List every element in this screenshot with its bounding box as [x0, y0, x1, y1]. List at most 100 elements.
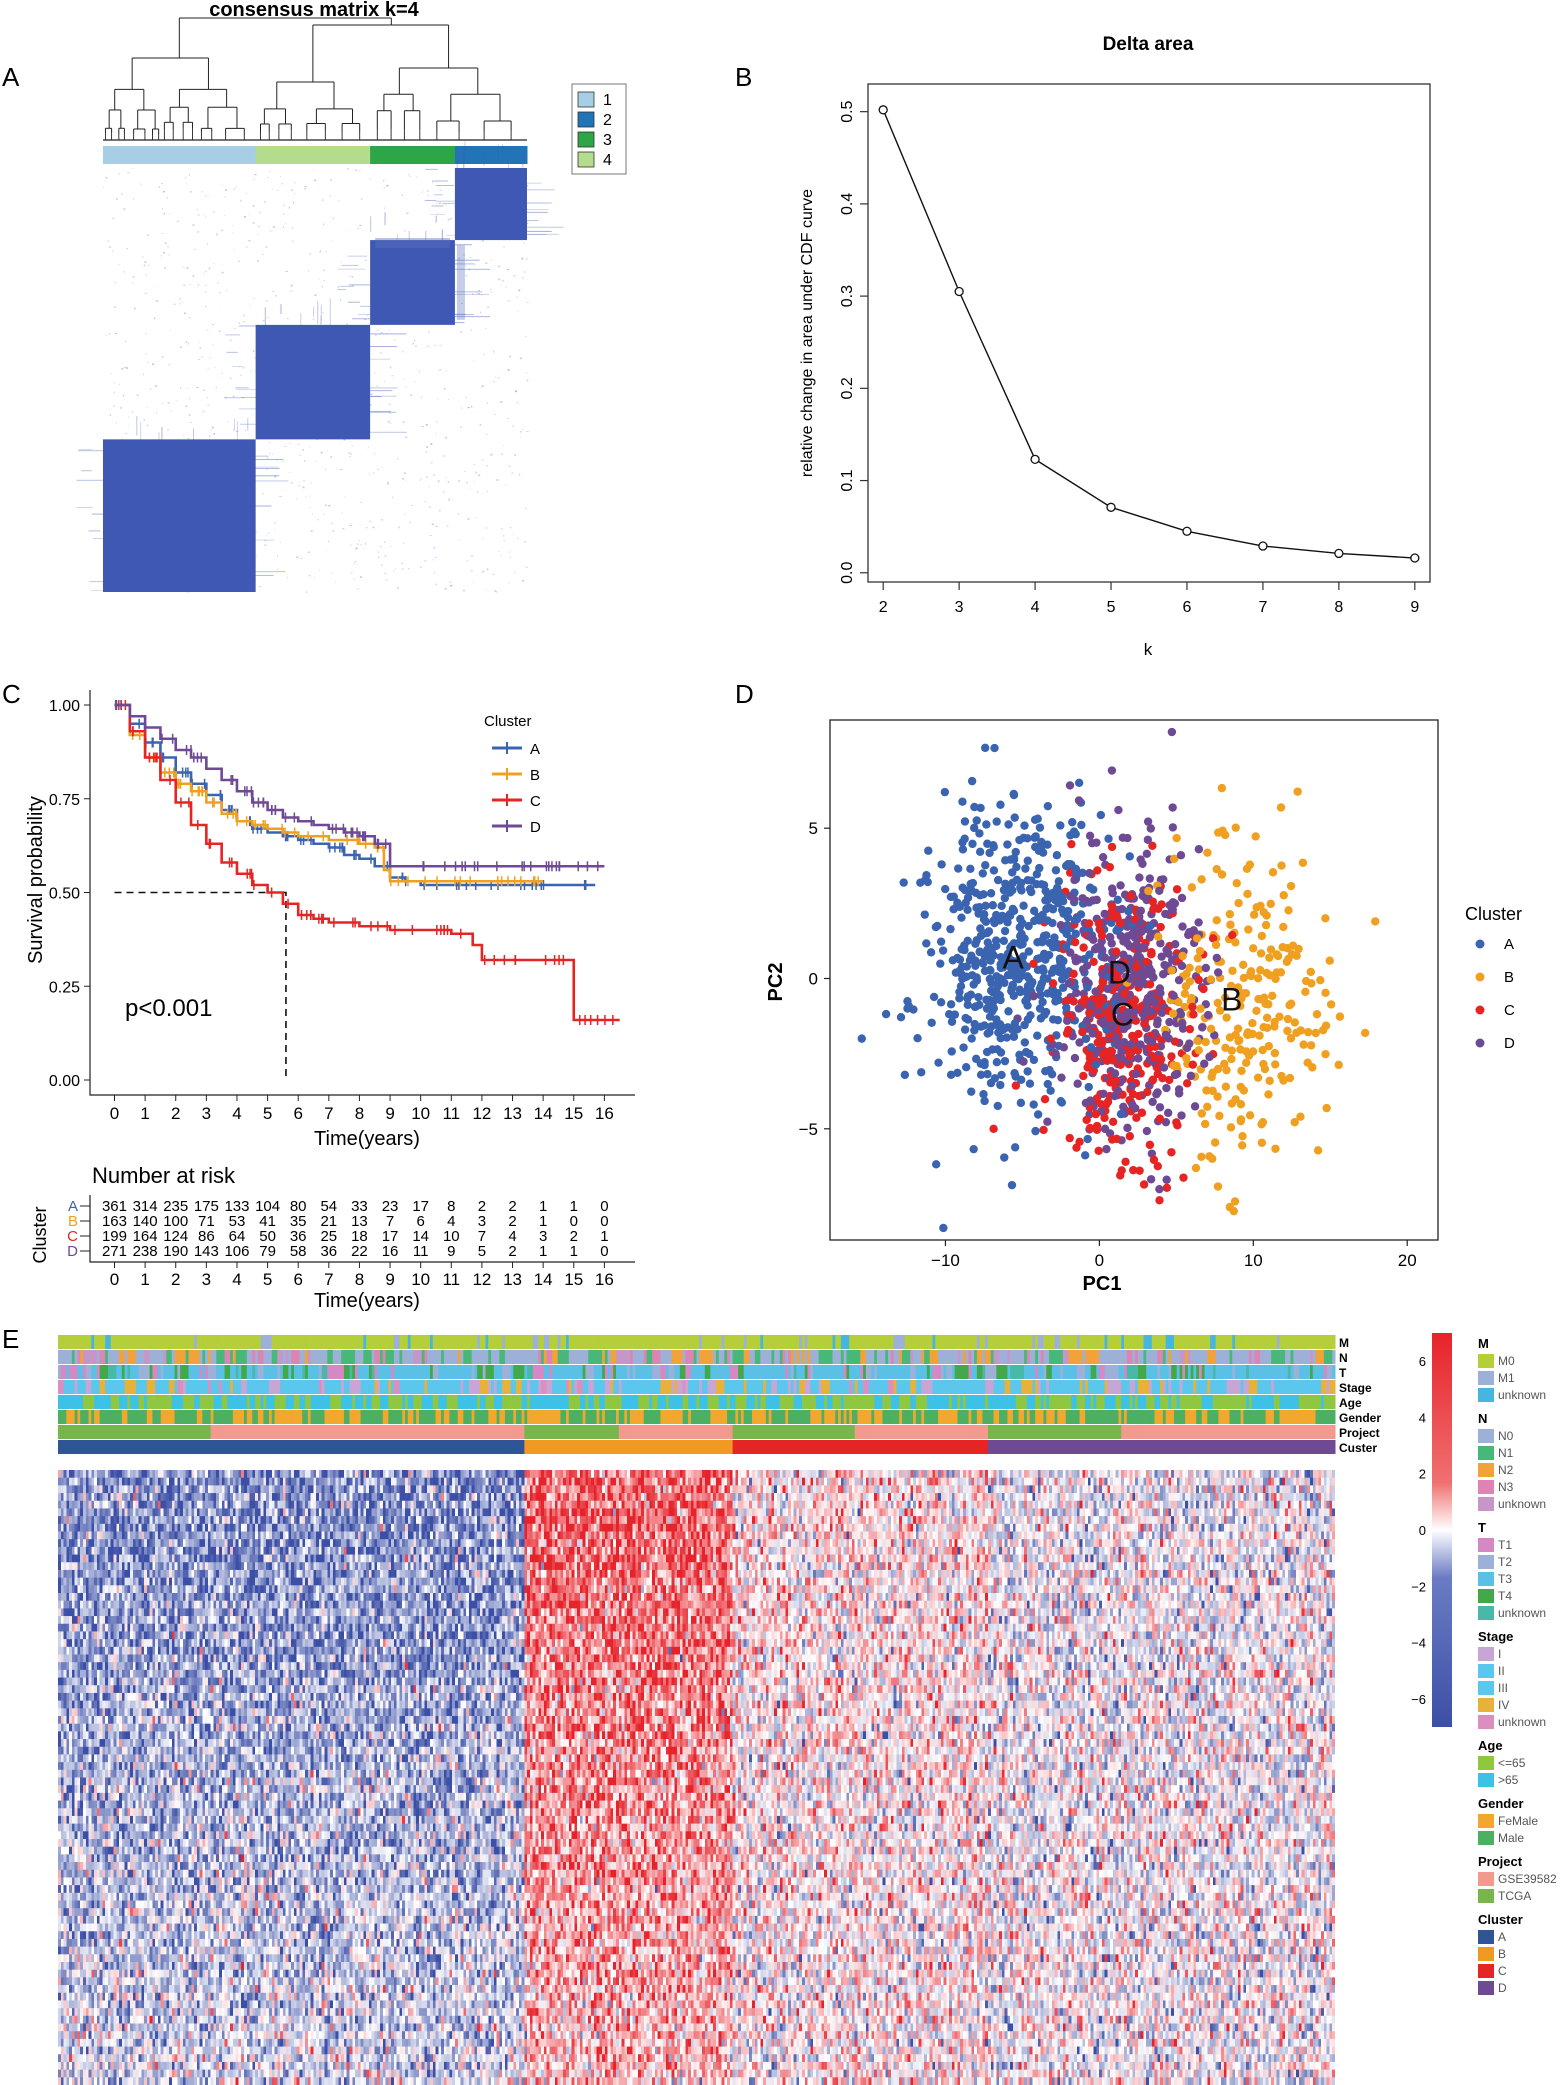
anno-cell-t — [343, 1365, 350, 1379]
pca-point-C — [1153, 1162, 1162, 1171]
anno-cell-n — [754, 1350, 761, 1364]
anno-cell-m — [185, 1335, 192, 1349]
pca-point-A — [1020, 821, 1029, 830]
pca-point-B — [1200, 1119, 1210, 1129]
consensus-speckle — [183, 284, 186, 286]
anno-cell-m — [957, 1335, 967, 1349]
risk-cell-B: 100 — [163, 1213, 188, 1230]
pca-point-D — [1066, 892, 1075, 901]
consensus-speckle — [369, 520, 371, 523]
consensus-speckle — [314, 179, 316, 182]
pca-point-D — [1170, 1070, 1180, 1080]
anno-cell-stage — [910, 1380, 917, 1394]
pca-point-D — [1125, 942, 1134, 951]
pca-point-A — [965, 887, 974, 896]
anno-cell-stage — [693, 1380, 700, 1394]
consensus-speckle — [132, 168, 134, 169]
risk-cell-A: 8 — [447, 1198, 455, 1215]
pca-point-D — [1184, 930, 1193, 940]
consensus-speckle — [457, 513, 460, 515]
consensus-speckle — [368, 446, 370, 448]
pca-point-C — [1070, 937, 1080, 947]
pca-point-D — [1056, 921, 1066, 930]
consensus-speckle — [123, 208, 126, 210]
consensus-speckle — [485, 262, 488, 265]
pca-point-C — [1048, 979, 1058, 988]
pca-point-B — [1262, 1013, 1272, 1022]
pca-point-C — [1145, 980, 1155, 989]
pca-point-A — [1029, 1100, 1038, 1109]
anno-cell-t — [976, 1365, 983, 1379]
risk-cell-B: 21 — [320, 1213, 337, 1230]
risk-cell-A: 0 — [600, 1198, 608, 1215]
pca-point-D — [1043, 1117, 1052, 1126]
consensus-block-fringe — [370, 395, 395, 397]
pca-point-A — [986, 889, 996, 898]
risk-cell-C: 25 — [320, 1228, 337, 1245]
consensus-speckle — [108, 246, 112, 248]
pca-point-B — [1225, 1033, 1235, 1042]
pca-point-B — [1228, 966, 1237, 975]
anno-cell-n — [552, 1350, 559, 1364]
anno-cell-gender — [938, 1410, 945, 1424]
pca-point-D — [1177, 1111, 1186, 1120]
anno-cell-age — [285, 1395, 295, 1409]
pca-point-D — [1201, 963, 1211, 973]
consensus-speckle — [340, 261, 343, 263]
anno-cell-gender — [699, 1410, 706, 1424]
delta-series — [878, 105, 1420, 563]
anno-cell-m — [924, 1335, 933, 1349]
consensus-speckle — [215, 386, 217, 389]
anno-cell-gender — [1165, 1410, 1172, 1424]
anno-cell-age — [188, 1395, 195, 1409]
consensus-speckle — [244, 429, 246, 432]
anno-cell-t — [130, 1365, 137, 1379]
pca-point-A — [976, 803, 985, 813]
anno-cell-gender — [219, 1410, 228, 1424]
anno-cell-m — [646, 1335, 653, 1349]
anno-cell-stage — [380, 1380, 389, 1394]
consensus-speckle — [357, 588, 360, 590]
risk-cell-D: 79 — [259, 1243, 276, 1260]
pca-point-A — [1034, 913, 1043, 922]
consensus-speckle — [503, 539, 506, 541]
consensus-legend-label-4: 4 — [603, 152, 612, 169]
pca-point-B — [1308, 1063, 1317, 1072]
pca-point-D — [1174, 975, 1184, 985]
pca-point-C — [1092, 1125, 1102, 1135]
consensus-block-fringe — [358, 313, 371, 315]
anno-cell-age — [388, 1395, 403, 1409]
pca-point-A — [981, 901, 990, 911]
pca-cluster-label-B: B — [1221, 982, 1242, 1018]
anno-cell-n — [826, 1350, 834, 1364]
anno-cell-t — [668, 1365, 675, 1379]
consensus-speckle — [143, 373, 145, 376]
consensus-speckle — [472, 581, 473, 583]
consensus-speckle — [110, 373, 112, 375]
pca-point-C — [1091, 1109, 1101, 1119]
consensus-speckle — [498, 551, 500, 552]
pca-point-B — [1286, 1034, 1296, 1043]
pca-point-B — [1306, 1041, 1316, 1050]
anno-cell-gender — [316, 1410, 326, 1424]
consensus-speckle — [197, 214, 200, 216]
pca-point-B — [1172, 1061, 1181, 1071]
pca-point-D — [1090, 945, 1100, 954]
consensus-speckle — [144, 261, 147, 263]
pca-point-B — [1262, 911, 1271, 920]
consensus-speckle — [351, 523, 353, 525]
consensus-speckle — [352, 285, 355, 286]
anno-cell-age — [1212, 1395, 1219, 1409]
anno-cell-n — [393, 1350, 400, 1364]
consensus-speckle — [299, 454, 301, 456]
anno-cell-n — [316, 1350, 323, 1364]
consensus-legend-label-1: 1 — [603, 92, 612, 109]
pca-point-A — [1007, 983, 1017, 993]
pca-point-B — [1212, 864, 1221, 874]
pca-point-A — [1086, 1043, 1096, 1052]
pca-point-A — [1009, 790, 1019, 800]
pca-point-D — [1114, 805, 1123, 815]
consensus-speckle — [461, 302, 463, 305]
pca-point-A — [998, 1025, 1007, 1035]
